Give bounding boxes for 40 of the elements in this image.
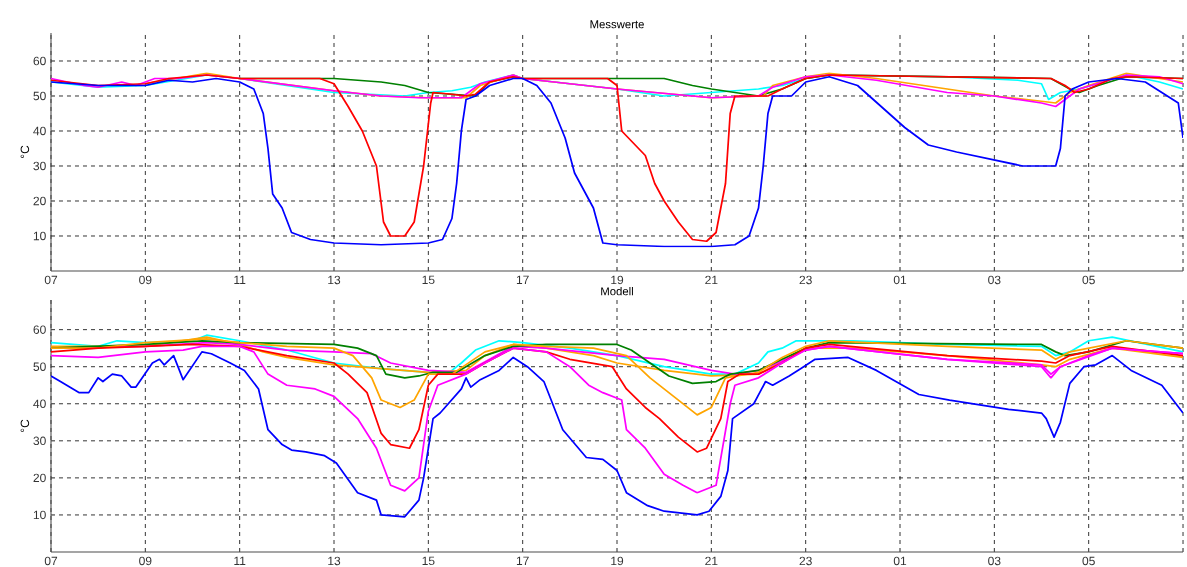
x-tick-label: 07 [44, 275, 58, 285]
y-tick-label: 10 [33, 231, 46, 241]
x-tick-label: 09 [139, 275, 152, 285]
x-tick-label: 19 [611, 275, 624, 285]
x-tick-label: 07 [44, 556, 58, 566]
x-tick-label: 21 [705, 275, 718, 285]
x-tick-label: 17 [516, 275, 529, 284]
x-tick-label: 01 [893, 275, 907, 285]
y-tick-label: 50 [33, 91, 46, 101]
chart-title: Messwerte [590, 20, 644, 29]
y-tick-label: 40 [33, 126, 46, 136]
x-tick-label: 19 [611, 556, 624, 566]
x-tick-label: 23 [799, 275, 812, 285]
x-tick-label: 15 [422, 275, 435, 285]
x-tick-label: 15 [422, 556, 435, 566]
y-tick-label: 40 [33, 399, 46, 409]
x-tick-label: 09 [139, 556, 152, 566]
y-tick-label: 10 [33, 510, 46, 520]
x-tick-label: 05 [1082, 556, 1095, 566]
x-tick-label: 11 [234, 275, 246, 284]
y-tick-label: 30 [33, 436, 46, 446]
x-tick-label: 05 [1082, 275, 1095, 285]
x-tick-label: 03 [988, 556, 1001, 566]
y-tick-label: 20 [33, 196, 46, 206]
x-tick-label: 11 [234, 556, 246, 565]
x-tick-label: 23 [799, 556, 812, 566]
y-tick-label: 60 [33, 56, 46, 66]
y-tick-label: 50 [33, 362, 46, 371]
y-tick-label: 20 [33, 473, 46, 483]
x-tick-label: 01 [893, 556, 907, 566]
x-tick-label: 21 [705, 556, 718, 566]
y-tick-label: 60 [33, 325, 46, 334]
y-axis-title: °C [20, 145, 30, 159]
x-tick-label: 17 [516, 556, 529, 565]
x-tick-label: 13 [328, 275, 341, 285]
x-tick-label: 03 [988, 275, 1001, 285]
y-axis-title: °C [20, 419, 30, 433]
x-tick-label: 13 [328, 556, 341, 566]
y-tick-label: 30 [33, 161, 46, 171]
chart-title: Modell [601, 286, 633, 296]
